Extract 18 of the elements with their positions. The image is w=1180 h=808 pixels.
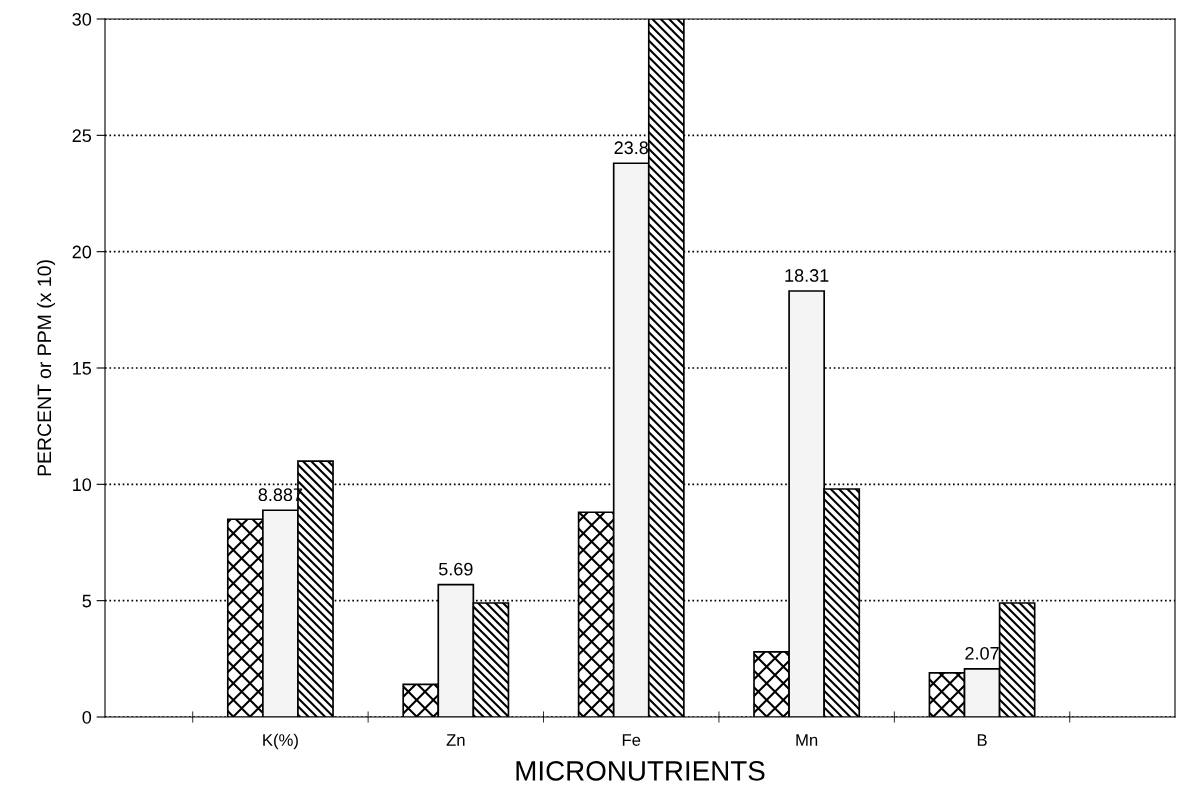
data-label: 5.69	[438, 562, 473, 576]
x-tick-label: B	[977, 734, 987, 746]
y-tick-label: 15	[73, 362, 92, 375]
x-axis-title: MICRONUTRIENTS	[516, 761, 765, 781]
y-tick-label: 10	[73, 478, 92, 492]
y-tick-label: 5	[82, 594, 92, 608]
y-tick-label: 20	[72, 245, 92, 259]
y-tick-label: 25	[72, 129, 92, 143]
y-tick-label: 0	[82, 710, 92, 724]
x-tick-label: K(%)	[263, 733, 298, 750]
y-tick-label: 30	[72, 12, 92, 26]
data-label: 23.8	[614, 141, 649, 155]
x-tick-label: Mn	[796, 734, 818, 746]
data-label: 18.31	[785, 269, 829, 282]
x-tick-label: Fe	[622, 734, 641, 746]
y-axis-title: PERCENT or PPM (x 10)	[36, 260, 56, 476]
data-label: 2.07	[965, 646, 999, 660]
x-tick-label: Zn	[446, 734, 465, 746]
